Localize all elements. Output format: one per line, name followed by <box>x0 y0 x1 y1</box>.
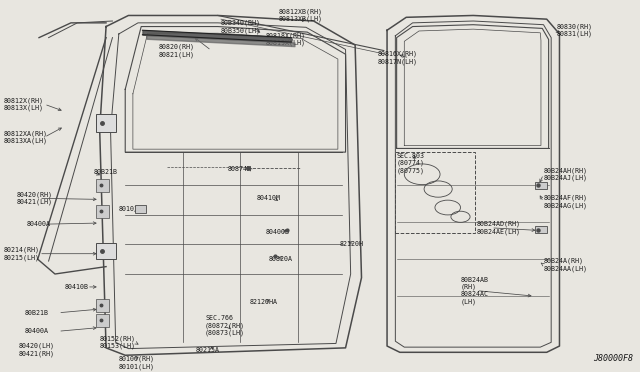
Bar <box>97 179 109 192</box>
Text: 80830(RH)
80831(LH): 80830(RH) 80831(LH) <box>556 23 592 37</box>
Text: 80400A: 80400A <box>26 221 50 227</box>
Bar <box>97 114 116 132</box>
Text: 80410M: 80410M <box>256 195 280 201</box>
Text: SEC.766
(80872(RH)
(80873(LH): SEC.766 (80872(RH) (80873(LH) <box>205 315 245 336</box>
Bar <box>534 226 547 233</box>
Text: 80B21B: 80B21B <box>93 169 117 176</box>
Text: J80000F8: J80000F8 <box>593 355 633 363</box>
Text: 80100(RH)
80101(LH): 80100(RH) 80101(LH) <box>119 356 155 370</box>
Text: 80812XB(RH)
80813XB(LH): 80812XB(RH) 80813XB(LH) <box>278 9 323 22</box>
Text: 80400A: 80400A <box>25 328 49 334</box>
Text: 80B21B: 80B21B <box>25 310 49 316</box>
Text: 80816X(RH)
80817N(LH): 80816X(RH) 80817N(LH) <box>378 51 417 65</box>
Bar <box>396 152 475 233</box>
Bar <box>97 243 116 259</box>
Text: 80B24AB
(RH)
80824AC
(LH): 80B24AB (RH) 80824AC (LH) <box>461 277 488 305</box>
Text: 80420(RH)
80421(LH): 80420(RH) 80421(LH) <box>17 191 52 205</box>
Bar <box>135 205 147 213</box>
Text: 80B24AD(RH)
80B24AE(LH): 80B24AD(RH) 80B24AE(LH) <box>476 221 520 235</box>
Text: 82120HA: 82120HA <box>250 299 278 305</box>
Text: 80818X(RH)
80819X(LH): 80818X(RH) 80819X(LH) <box>266 32 306 46</box>
Text: 80152(RH)
80153(LH): 80152(RH) 80153(LH) <box>100 335 136 349</box>
Bar <box>534 182 547 189</box>
Text: 80214(RH)
80215(LH): 80214(RH) 80215(LH) <box>4 247 40 261</box>
Text: 80400B: 80400B <box>266 228 290 234</box>
Text: 80874M: 80874M <box>227 166 252 172</box>
Text: 80410B: 80410B <box>65 284 88 290</box>
Text: 80B340(RH)
80B350(LH): 80B340(RH) 80B350(LH) <box>221 20 261 33</box>
Text: 80812XA(RH)
80813XA(LH): 80812XA(RH) 80813XA(LH) <box>4 130 48 144</box>
Text: 80101C: 80101C <box>119 206 143 212</box>
Text: 80B24AH(RH)
80B24AJ(LH): 80B24AH(RH) 80B24AJ(LH) <box>543 167 588 181</box>
Text: 80B24A(RH)
80B24AA(LH): 80B24A(RH) 80B24AA(LH) <box>543 258 588 272</box>
Text: 82120H: 82120H <box>339 241 363 247</box>
Text: 80820(RH)
80821(LH): 80820(RH) 80821(LH) <box>159 44 195 58</box>
Text: 80215A: 80215A <box>195 347 220 353</box>
Text: 80B24AF(RH)
80B24AG(LH): 80B24AF(RH) 80B24AG(LH) <box>543 195 588 209</box>
Text: 80820A: 80820A <box>269 256 293 262</box>
Bar <box>97 205 109 218</box>
Text: 80420(LH)
80421(RH): 80420(LH) 80421(RH) <box>19 343 54 357</box>
Text: 80812X(RH)
80813X(LH): 80812X(RH) 80813X(LH) <box>4 97 44 111</box>
Bar <box>97 299 109 312</box>
Bar <box>97 314 109 327</box>
Text: SEC.803
(80774)
(80775): SEC.803 (80774) (80775) <box>397 153 424 174</box>
